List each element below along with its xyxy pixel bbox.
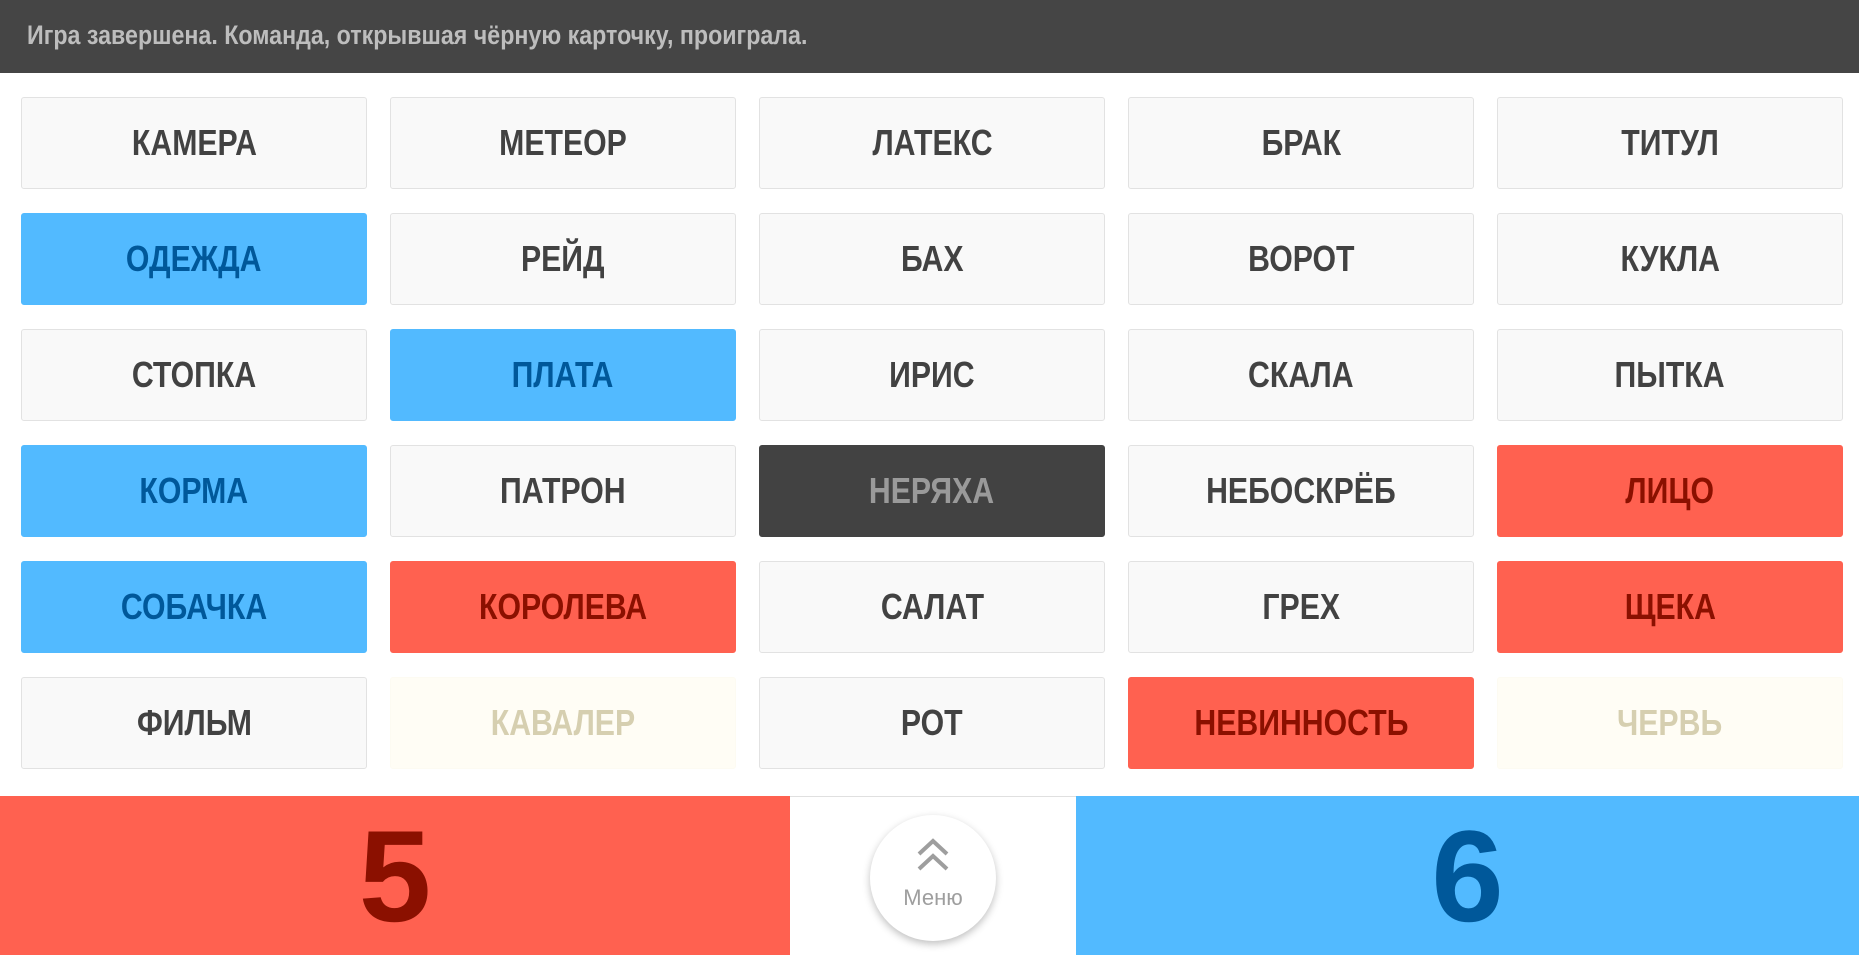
word-card[interactable]: СОБАЧКА xyxy=(21,561,367,653)
word-card[interactable]: КОРМА xyxy=(21,445,367,537)
word-card[interactable]: ЩЕКА xyxy=(1497,561,1843,653)
blue-team-score: 6 xyxy=(1076,796,1859,955)
word-card[interactable]: БРАК xyxy=(1128,97,1474,189)
word-card-label: ТИТУЛ xyxy=(1621,122,1719,163)
status-bar: Игра завершена. Команда, открывшая чёрну… xyxy=(0,0,1859,73)
word-card[interactable]: ЛАТЕКС xyxy=(759,97,1105,189)
word-card-label: КАВАЛЕР xyxy=(490,702,636,743)
menu-button[interactable]: Меню xyxy=(870,815,996,941)
word-card[interactable]: ЧЕРВЬ xyxy=(1497,677,1843,769)
word-card-label: КОРМА xyxy=(139,470,249,511)
word-card-label: ВОРОТ xyxy=(1247,238,1355,279)
word-card[interactable]: НЕБОСКРЁБ xyxy=(1128,445,1474,537)
word-card[interactable]: ГРЕХ xyxy=(1128,561,1474,653)
word-card[interactable]: ИРИС xyxy=(759,329,1105,421)
word-card-label: РЕЙД xyxy=(521,238,605,279)
word-card-label: ЛАТЕКС xyxy=(871,122,993,163)
word-card[interactable]: БАХ xyxy=(759,213,1105,305)
word-card-label: БАХ xyxy=(900,238,964,279)
word-grid: КАМЕРА МЕТЕОР ЛАТЕКС БРАК ТИТУЛ ОДЕЖДА РЕЙД БАХ… xyxy=(21,97,1843,769)
word-card[interactable]: КУКЛА xyxy=(1497,213,1843,305)
word-card[interactable]: СТОПКА xyxy=(21,329,367,421)
menu-label: Меню xyxy=(903,885,963,910)
word-card[interactable]: НЕРЯХА xyxy=(759,445,1105,537)
word-card-label: ИРИС xyxy=(889,354,975,395)
word-card-label: КОРОЛЕВА xyxy=(478,586,648,627)
word-card-label: КАМЕРА xyxy=(131,122,257,163)
word-card-label: НЕБОСКРЁБ xyxy=(1206,470,1396,511)
word-card-label: ЩЕКА xyxy=(1624,586,1716,627)
word-card-label: ПЛАТА xyxy=(512,354,614,395)
word-card-label: ОДЕЖДА xyxy=(126,238,262,279)
word-card[interactable]: НЕВИННОСТЬ xyxy=(1128,677,1474,769)
word-card[interactable]: ФИЛЬМ xyxy=(21,677,367,769)
word-card-label: БРАК xyxy=(1261,122,1341,163)
word-card[interactable]: КАВАЛЕР xyxy=(390,677,736,769)
double-chevron-up-icon xyxy=(917,838,949,871)
word-card[interactable]: ЛИЦО xyxy=(1497,445,1843,537)
word-card[interactable]: МЕТЕОР xyxy=(390,97,736,189)
word-card[interactable]: САЛАТ xyxy=(759,561,1105,653)
word-card[interactable]: ТИТУЛ xyxy=(1497,97,1843,189)
word-card-label: ПАТРОН xyxy=(500,470,626,511)
word-card-label: СКАЛА xyxy=(1248,354,1354,395)
word-card[interactable]: ПАТРОН xyxy=(390,445,736,537)
word-card-label: МЕТЕОР xyxy=(499,122,627,163)
word-card-label: САЛАТ xyxy=(880,586,984,627)
word-card[interactable]: РОТ xyxy=(759,677,1105,769)
word-card-label: КУКЛА xyxy=(1620,238,1720,279)
word-card-label: ЛИЦО xyxy=(1625,470,1715,511)
red-team-score: 5 xyxy=(0,796,790,955)
status-message: Игра завершена. Команда, открывшая чёрну… xyxy=(27,20,808,50)
word-card[interactable]: ВОРОТ xyxy=(1128,213,1474,305)
word-card[interactable]: ПЛАТА xyxy=(390,329,736,421)
word-card-label: НЕРЯХА xyxy=(869,470,995,511)
word-card-label: ГРЕХ xyxy=(1262,586,1340,627)
word-card[interactable]: РЕЙД xyxy=(390,213,736,305)
word-card-label: РОТ xyxy=(901,702,963,743)
word-card[interactable]: СКАЛА xyxy=(1128,329,1474,421)
word-card-label: СОБАЧКА xyxy=(120,586,268,627)
word-card[interactable]: КАМЕРА xyxy=(21,97,367,189)
word-card[interactable]: КОРОЛЕВА xyxy=(390,561,736,653)
word-card-label: СТОПКА xyxy=(131,354,257,395)
word-card-label: ЧЕРВЬ xyxy=(1617,702,1723,743)
word-card[interactable]: ПЫТКА xyxy=(1497,329,1843,421)
word-card-label: ПЫТКА xyxy=(1614,354,1726,395)
word-card-label: ФИЛЬМ xyxy=(136,702,252,743)
word-card[interactable]: ОДЕЖДА xyxy=(21,213,367,305)
word-card-label: НЕВИННОСТЬ xyxy=(1193,702,1409,743)
score-bar xyxy=(0,796,1859,955)
